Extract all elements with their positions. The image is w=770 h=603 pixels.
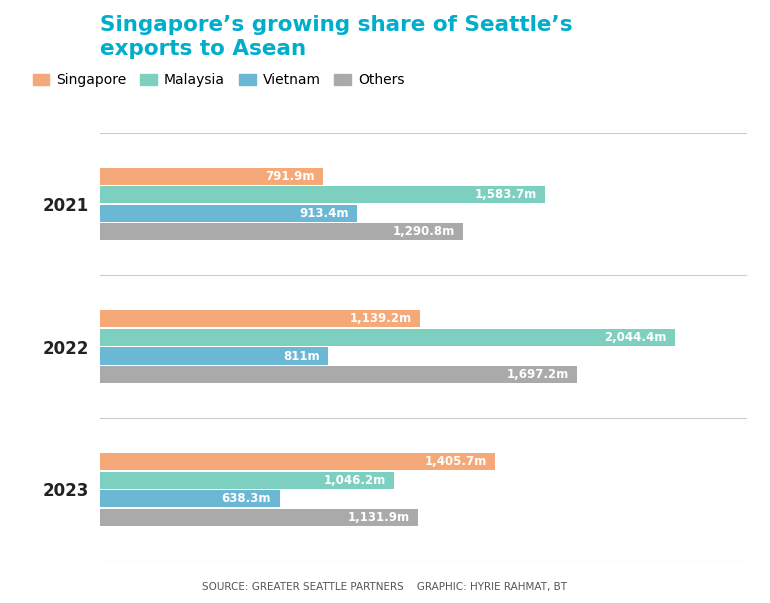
Text: SOURCE: GREATER SEATTLE PARTNERS    GRAPHIC: HYRIE RAHMAT, BT: SOURCE: GREATER SEATTLE PARTNERS GRAPHIC…	[203, 582, 567, 592]
Bar	[100, 347, 328, 365]
Bar	[100, 453, 495, 470]
Text: exports to Asean: exports to Asean	[100, 39, 306, 59]
Legend: Singapore, Malaysia, Vietnam, Others: Singapore, Malaysia, Vietnam, Others	[32, 73, 404, 87]
Text: 1,046.2m: 1,046.2m	[323, 474, 386, 487]
Text: 1,583.7m: 1,583.7m	[475, 188, 537, 201]
Text: 1,139.2m: 1,139.2m	[350, 312, 412, 326]
Bar	[100, 205, 357, 222]
Bar	[100, 168, 323, 185]
Text: Singapore’s growing share of Seattle’s: Singapore’s growing share of Seattle’s	[100, 15, 573, 35]
Bar	[100, 186, 545, 203]
Bar	[100, 366, 578, 383]
Text: 1,697.2m: 1,697.2m	[507, 368, 569, 381]
Text: 2,044.4m: 2,044.4m	[604, 331, 667, 344]
Text: 913.4m: 913.4m	[299, 207, 349, 219]
Text: 1,405.7m: 1,405.7m	[425, 455, 487, 468]
Text: 1,131.9m: 1,131.9m	[348, 511, 410, 524]
Bar	[100, 509, 418, 526]
Bar	[100, 311, 420, 327]
Text: 811m: 811m	[283, 350, 320, 362]
Text: 791.9m: 791.9m	[265, 169, 314, 183]
Text: 638.3m: 638.3m	[222, 492, 271, 505]
Bar	[100, 223, 463, 241]
Bar	[100, 472, 394, 488]
Text: 1,290.8m: 1,290.8m	[393, 226, 454, 238]
Bar	[100, 490, 280, 507]
Bar	[100, 329, 675, 346]
